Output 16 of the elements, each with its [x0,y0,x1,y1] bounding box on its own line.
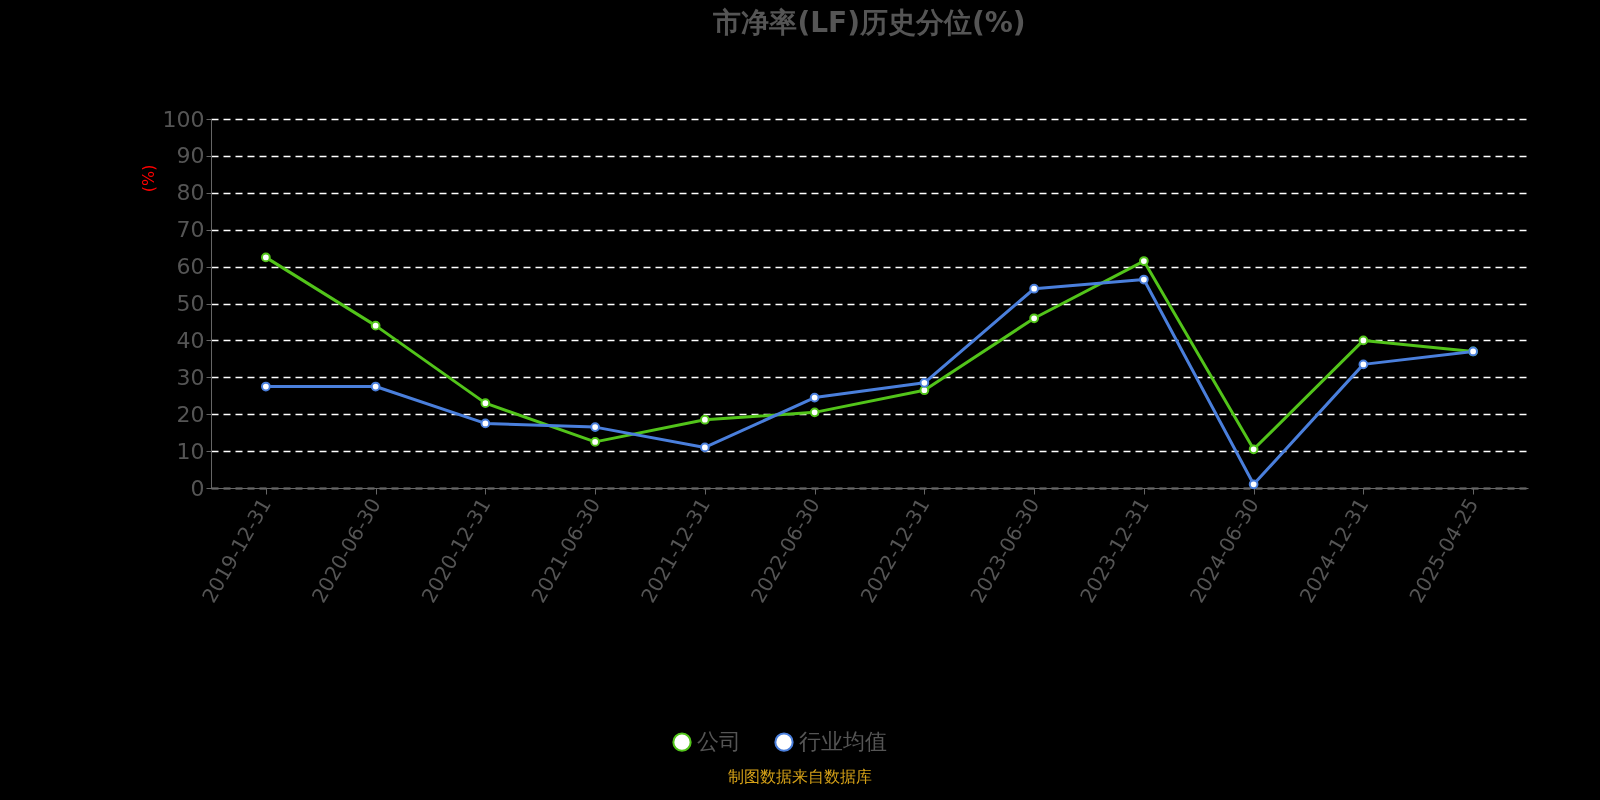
legend-label: 公司 [697,729,741,755]
legend-label: 行业均值 [799,729,887,755]
y-axis-title: (%) [138,164,158,193]
y-tick-label: 100 [162,106,205,132]
y-tick-label: 60 [176,254,205,280]
y-tick-label: 80 [176,180,205,206]
y-tick-label: 40 [176,327,205,353]
chart-title: 市净率(LF)历史分位(%) [712,6,1026,39]
y-tick-label: 0 [190,475,205,501]
y-tick-label: 30 [176,364,205,390]
y-tick-label: 70 [176,217,205,243]
y-tick-label: 20 [176,401,205,427]
text: 制图数据来自数据库 [727,767,873,788]
y-tick-label: 90 [176,143,205,169]
y-tick-label: 50 [176,291,205,316]
y-tick-label: 10 [176,438,205,464]
